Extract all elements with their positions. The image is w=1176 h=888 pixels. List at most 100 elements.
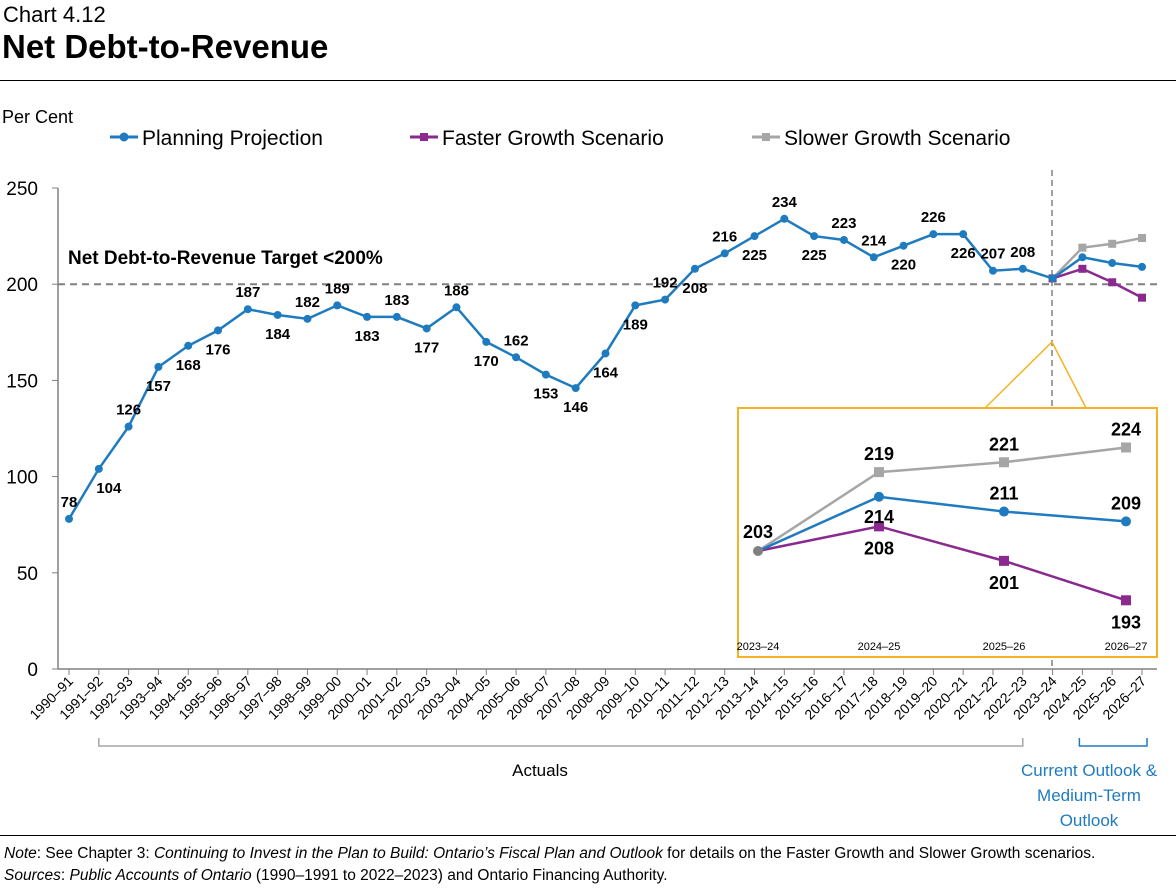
inset-point — [1121, 595, 1131, 606]
data-point — [1138, 293, 1146, 302]
data-point — [810, 232, 819, 241]
data-label: 168 — [176, 357, 201, 374]
data-label: 183 — [355, 328, 380, 345]
inset-point — [999, 555, 1009, 566]
data-point — [601, 349, 610, 358]
series-line — [1051, 236, 1143, 280]
inset-box — [737, 407, 1158, 658]
y-tick-label: 200 — [6, 275, 38, 296]
inset-data-label: 219 — [864, 444, 894, 464]
data-label: 187 — [235, 284, 260, 301]
inset-data-label: 201 — [989, 573, 1019, 593]
data-point — [214, 326, 223, 335]
data-label: 162 — [504, 332, 529, 349]
data-point — [94, 464, 103, 473]
data-label: 157 — [146, 378, 171, 395]
data-point — [750, 232, 759, 241]
note-italic: Continuing to Invest in the Plan to Buil… — [153, 845, 663, 862]
data-label: 220 — [891, 257, 916, 274]
notes: Note: See Chapter 3: Continuing to Inves… — [4, 843, 1095, 887]
inset-data-label: 224 — [1111, 419, 1141, 439]
data-label: 207 — [980, 246, 1005, 263]
inset-point — [1121, 516, 1131, 527]
legend-label-0: Planning Projection — [142, 127, 323, 150]
inset-data-label: 221 — [989, 434, 1019, 454]
inset-x-label: 2026–27 — [1105, 641, 1148, 653]
data-point — [333, 301, 342, 310]
data-point — [154, 362, 163, 371]
data-point — [839, 235, 848, 244]
data-label: 234 — [772, 194, 798, 211]
actuals-label: Actuals — [512, 761, 568, 780]
sources-label: Sources — [4, 867, 61, 884]
data-point — [899, 241, 908, 250]
data-label: 226 — [951, 245, 976, 262]
data-label: 216 — [712, 228, 737, 245]
data-point — [1078, 243, 1087, 252]
outlook-label: Outlook — [1060, 811, 1119, 830]
y-axis-label: Per Cent — [2, 107, 73, 127]
data-point — [392, 312, 401, 321]
data-label: 214 — [861, 232, 887, 249]
inset-x-label: 2024–25 — [858, 641, 901, 653]
data-point — [571, 384, 580, 393]
inset-x-label: 2023–24 — [737, 641, 780, 653]
legend-label-2: Slower Growth Scenario — [784, 127, 1010, 150]
inset-point — [1121, 442, 1131, 453]
data-point — [1108, 278, 1117, 287]
y-tick-label: 150 — [6, 371, 38, 392]
target-label: Net Debt-to-Revenue Target <200% — [68, 248, 383, 269]
data-point — [273, 310, 282, 319]
note-suffix: for details on the Faster Growth and Slo… — [662, 845, 1096, 862]
data-point — [482, 337, 491, 346]
data-label: 223 — [831, 215, 856, 232]
data-label: 225 — [742, 247, 767, 264]
inset-series-line — [757, 525, 1127, 602]
data-label: 153 — [533, 386, 558, 403]
data-label: 189 — [623, 316, 648, 333]
inset-data-label: 208 — [864, 538, 894, 558]
inset-start-point — [753, 546, 763, 556]
data-point — [1108, 239, 1117, 248]
y-tick-label: 250 — [6, 179, 38, 200]
sources-suffix: (1990–1991 to 2022–2023) and Ontario Fin… — [251, 867, 668, 884]
inset-point — [874, 521, 884, 532]
data-label: 164 — [593, 364, 619, 381]
data-label: 146 — [563, 399, 588, 416]
data-label: 208 — [682, 280, 707, 297]
data-point — [452, 303, 461, 312]
data-point — [363, 312, 372, 321]
inset-series-line — [757, 495, 1127, 553]
legend-marker — [119, 132, 129, 142]
data-point — [690, 264, 699, 273]
data-point — [512, 353, 521, 362]
outlook-label: Current Outlook & — [1021, 761, 1158, 780]
top-rule — [0, 80, 1176, 81]
data-label: 192 — [653, 275, 678, 292]
data-point — [959, 230, 968, 239]
data-point — [929, 230, 938, 239]
data-point — [65, 514, 73, 523]
data-label: 126 — [116, 402, 141, 419]
data-point — [541, 370, 550, 379]
inset-data-label: 203 — [743, 522, 773, 542]
data-point — [1138, 234, 1146, 243]
data-point — [124, 422, 133, 431]
data-point — [1108, 259, 1117, 268]
data-point — [780, 214, 789, 223]
data-point — [422, 324, 431, 333]
inset-data-label: 209 — [1111, 493, 1141, 513]
actuals-bracket — [98, 738, 1024, 747]
chart-title: Net Debt-to-Revenue — [2, 28, 329, 65]
data-point — [631, 301, 640, 310]
data-label: 177 — [414, 339, 439, 356]
inset-data-label: 193 — [1111, 612, 1141, 632]
data-point — [720, 249, 729, 258]
data-point — [869, 253, 878, 262]
data-label: 188 — [444, 282, 469, 299]
data-label: 226 — [921, 209, 946, 226]
chart-number: Chart 4.12 — [3, 2, 106, 27]
data-point — [1078, 264, 1087, 273]
legend-marker — [420, 133, 428, 141]
